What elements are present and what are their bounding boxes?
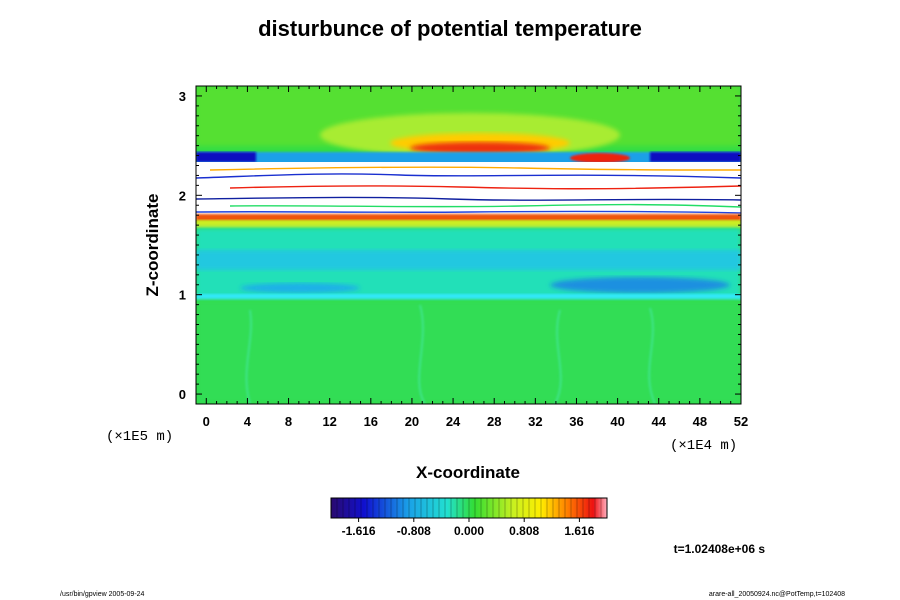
colorbar-tick-label: -1.616 <box>342 524 376 538</box>
colorbar-tick-label: 0.808 <box>509 524 539 538</box>
x-tick-label: 32 <box>528 414 542 429</box>
x-tick-label: 52 <box>734 414 748 429</box>
x-unit-label: (×1E4 m) <box>670 438 737 454</box>
x-tick-label: 24 <box>446 414 461 429</box>
time-label: t=1.02408e+06 s <box>674 542 766 556</box>
x-tick-label: 8 <box>285 414 292 429</box>
y-tick-label: 1 <box>179 288 186 303</box>
chart-title: disturbunce of potential temperature <box>258 16 642 41</box>
y-axis: 0 1 2 3 <box>179 85 741 405</box>
y-tick-label: 2 <box>179 188 186 203</box>
x-tick-label: 48 <box>693 414 707 429</box>
y-axis-label: Z-coordinate <box>143 194 162 297</box>
x-tick-label: 28 <box>487 414 501 429</box>
y-tick-label: 3 <box>179 89 186 104</box>
x-tick-label: 40 <box>610 414 624 429</box>
colorbar-tick-label: 1.616 <box>564 524 594 538</box>
x-tick-label: 12 <box>322 414 336 429</box>
colorbar-ticks: -1.616 -0.808 0.000 0.808 1.616 <box>342 518 595 538</box>
y-unit-label: (×1E5 m) <box>106 429 173 445</box>
y-tick-label: 0 <box>179 387 186 402</box>
colorbar-tick-label: 0.000 <box>454 524 484 538</box>
colorbar-tick-label: -0.808 <box>397 524 431 538</box>
colorbar-stripes <box>336 498 602 518</box>
x-tick-label: 16 <box>364 414 378 429</box>
x-tick-label: 44 <box>652 414 667 429</box>
x-tick-label: 0 <box>203 414 210 429</box>
heatmap-field <box>196 86 741 404</box>
footer-right: arare-all_20050924.nc@PotTemp,t=102408 <box>709 591 845 598</box>
footer-left: /usr/bin/gpview 2005-09-24 <box>60 591 145 598</box>
x-tick-label: 4 <box>244 414 252 429</box>
x-tick-label: 20 <box>405 414 419 429</box>
x-tick-label: 36 <box>569 414 583 429</box>
x-axis: 0 4 8 12 16 20 24 28 32 36 40 44 48 52 <box>195 86 748 429</box>
x-axis-label: X-coordinate <box>416 463 520 482</box>
